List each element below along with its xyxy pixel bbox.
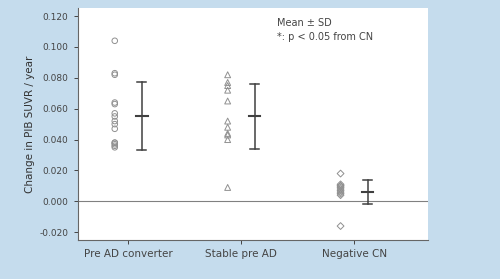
- Text: Mean ± SD
*: p < 0.05 from CN: Mean ± SD *: p < 0.05 from CN: [277, 18, 373, 42]
- Point: [224, 83, 232, 88]
- Point: [111, 71, 119, 75]
- Point: [111, 142, 119, 146]
- Point: [336, 190, 344, 194]
- Point: [336, 193, 344, 198]
- Point: [224, 131, 232, 136]
- Point: [336, 191, 344, 196]
- Point: [224, 119, 232, 123]
- Point: [111, 119, 119, 123]
- Point: [336, 184, 344, 188]
- Point: [111, 143, 119, 148]
- Point: [336, 184, 344, 188]
- Point: [224, 99, 232, 103]
- Point: [111, 73, 119, 77]
- Point: [336, 188, 344, 193]
- Point: [224, 73, 232, 77]
- Point: [224, 88, 232, 92]
- Point: [336, 171, 344, 176]
- Point: [224, 137, 232, 142]
- Point: [336, 187, 344, 191]
- Point: [224, 133, 232, 137]
- Point: [224, 125, 232, 129]
- Point: [111, 111, 119, 116]
- Point: [111, 127, 119, 131]
- Point: [111, 140, 119, 145]
- Point: [224, 185, 232, 190]
- Point: [111, 102, 119, 106]
- Point: [336, 185, 344, 190]
- Point: [111, 140, 119, 145]
- Point: [111, 39, 119, 43]
- Point: [111, 122, 119, 126]
- Point: [111, 114, 119, 119]
- Point: [336, 224, 344, 228]
- Point: [224, 80, 232, 85]
- Point: [111, 145, 119, 150]
- Point: [111, 100, 119, 105]
- Point: [336, 182, 344, 187]
- Y-axis label: Change in PIB SUVR / year: Change in PIB SUVR / year: [26, 56, 36, 193]
